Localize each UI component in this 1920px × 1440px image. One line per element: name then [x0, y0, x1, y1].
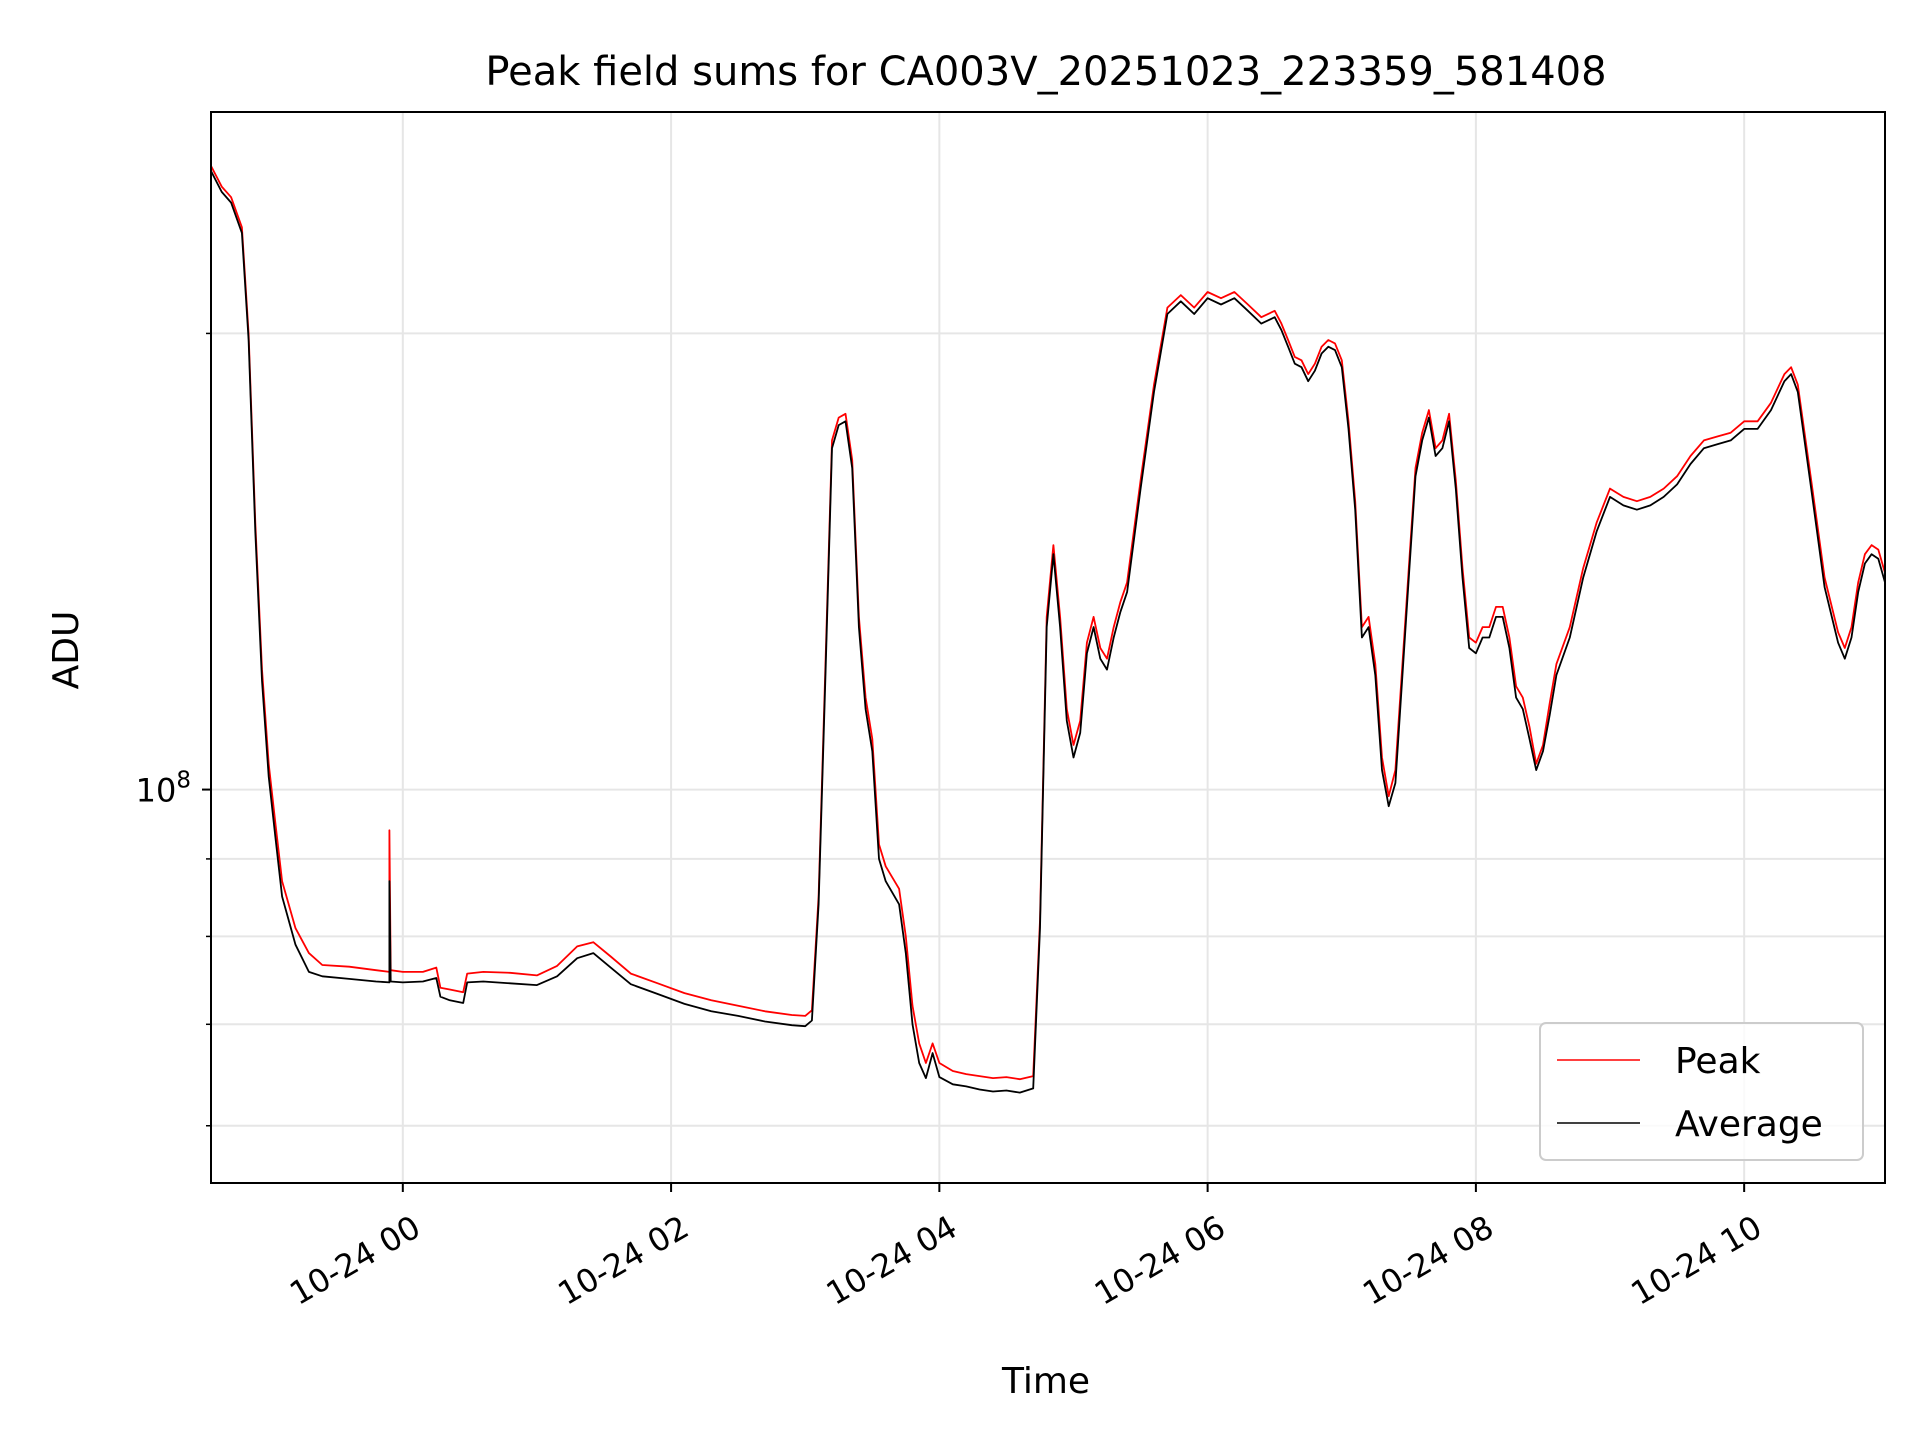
series-layer	[211, 165, 1885, 1094]
y-axis-label: ADU	[46, 611, 87, 690]
series-line-peak	[211, 165, 1885, 1081]
y-tick-label-exponent: 8	[176, 768, 191, 794]
legend: Peak Average	[1539, 1022, 1864, 1161]
legend-label-average: Average	[1675, 1104, 1823, 1145]
y-axis: 108	[136, 332, 211, 1127]
series-line-average	[211, 170, 1885, 1094]
legend-frame	[1539, 1022, 1864, 1161]
legend-label-peak: Peak	[1675, 1041, 1761, 1082]
x-axis-label: Time	[1001, 1361, 1090, 1402]
plot-area	[211, 165, 1885, 1094]
grid	[211, 112, 1885, 1183]
chart-title: Peak field sums for CA003V_20251023_2233…	[485, 49, 1606, 95]
y-tick-label: 108	[136, 768, 191, 810]
plot-frame	[210, 111, 1886, 1184]
y-tick-label-base: 10	[136, 772, 177, 810]
